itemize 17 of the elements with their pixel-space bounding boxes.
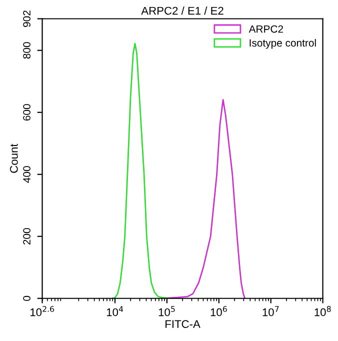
y-tick-label: 902 <box>23 10 30 27</box>
legend-label: Isotype control <box>250 38 316 49</box>
y-tick-label: 400 <box>23 166 30 183</box>
x-tick-label: 10$^{2.6}$ <box>30 306 54 316</box>
legend-label: ARPC2 <box>248 25 284 33</box>
chart-title: ARPC2 / E1 / E2 <box>141 6 224 15</box>
y-tick-label: 200 <box>23 228 30 245</box>
y-axis-title: Count <box>10 144 18 173</box>
x-tick-label: 10$^{4}$ <box>106 306 124 316</box>
y-tick-label: 800 <box>23 42 30 59</box>
x-axis-title: FITC-A <box>166 320 200 328</box>
x-tick-label: 10$^{6}$ <box>210 306 227 316</box>
x-tick-label: 10$^{5}$ <box>158 306 175 316</box>
x-tick-label: 10$^{7}$ <box>262 306 279 316</box>
y-tick-label: 600 <box>23 104 30 121</box>
y-tick-label: 0 <box>23 296 30 301</box>
x-tick-label: 10$^{8}$ <box>314 306 331 316</box>
